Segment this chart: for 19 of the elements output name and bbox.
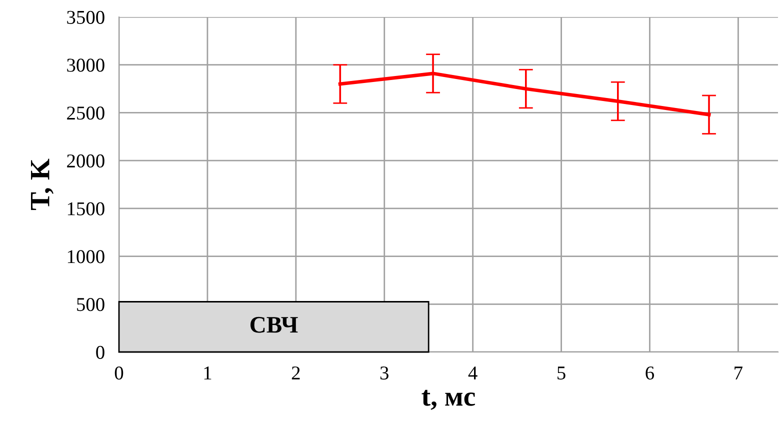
x-tick-label: 1 [204, 366, 212, 380]
y-tick-label: 2500 [67, 106, 104, 120]
y-tick-label: 1000 [68, 250, 104, 264]
x-tick-label: 5 [558, 366, 566, 380]
y-tick-label: 500 [77, 298, 104, 312]
y-tick-label: 1500 [68, 202, 104, 216]
x-tick-label: 2 [292, 366, 300, 380]
y-tick-label: 0 [96, 346, 104, 359]
y-tick-label: 2000 [67, 154, 104, 168]
x-axis-title: t, мс [422, 390, 475, 410]
y-axis-title: T, K [31, 158, 54, 210]
y-tick-label: 3000 [67, 58, 104, 72]
y-tick-label: 3500 [67, 10, 104, 24]
x-tick-label: 4 [468, 366, 478, 380]
band-label: СВЧ [250, 316, 298, 333]
x-tick-label: 7 [734, 366, 742, 380]
x-tick-label: 3 [380, 366, 388, 380]
x-tick-label: 6 [646, 366, 654, 380]
x-tick-label: 0 [114, 366, 124, 380]
